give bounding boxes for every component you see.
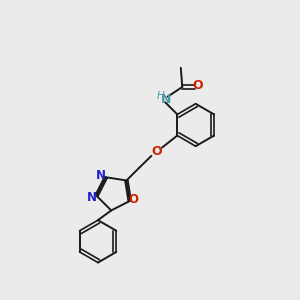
Text: O: O [193, 79, 203, 92]
Text: N: N [161, 93, 172, 106]
Text: O: O [129, 193, 139, 206]
Text: N: N [86, 191, 97, 204]
Text: H: H [157, 91, 165, 101]
Text: N: N [96, 169, 106, 182]
Text: O: O [152, 145, 162, 158]
